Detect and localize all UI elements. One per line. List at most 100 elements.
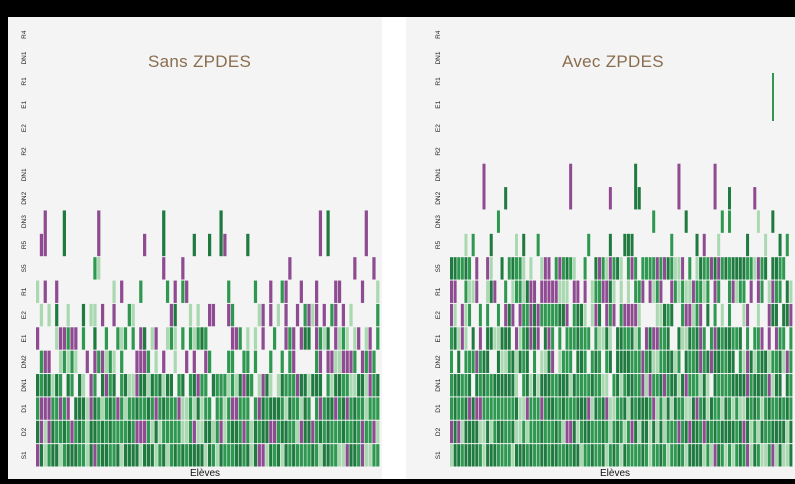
heatmap-cell [450,327,454,350]
heatmap-cell [123,374,128,397]
heatmap-cell [641,444,645,467]
heatmap-cell [764,257,768,280]
heatmap-cell [349,350,353,374]
heatmap-cell [337,397,342,420]
panel-avec-zpdes: S1 D2 D1 DN1 DN2 E1 E2 R1 S5 R5 DN3 DN2 DN1 R2 E2 E1 R1 D… [432,17,795,479]
heatmap-cell [760,327,764,350]
heatmap-cell [514,350,518,374]
y-tick-label: E1 [435,100,442,108]
heatmap-cell [608,350,612,374]
y-tick-label: D1 [435,404,442,413]
heatmap-cell [242,374,246,397]
heatmap-cell [717,350,721,374]
heatmap-cell [496,444,500,467]
heatmap-cell [767,420,771,444]
heatmap-cell [177,444,181,467]
heatmap-cell [789,350,793,374]
heatmap-cell [728,444,732,467]
heatmap-cell [547,257,551,280]
heatmap-cell [450,397,454,420]
heatmap-cell [601,327,605,350]
heatmap-cell [123,420,128,444]
heatmap-cell [655,257,659,280]
heatmap-cell [47,350,51,374]
heatmap-cell [713,303,717,327]
heatmap-cell [43,280,47,303]
heatmap-cell [691,280,695,303]
heatmap-cell [280,420,284,444]
heatmap-cell [670,420,674,444]
heatmap-cell [468,374,472,397]
heatmap-cell [215,420,219,444]
heatmap-cell [204,327,208,350]
heatmap-cell [695,257,699,280]
heatmap-cell [767,303,771,327]
heatmap-cell [74,397,78,420]
heatmap-cell [192,327,196,350]
heatmap-cell [322,444,326,467]
heatmap-cell [551,397,555,420]
heatmap-cell [659,257,663,280]
heatmap-cell [204,444,208,467]
heatmap-cell [269,397,273,420]
heatmap-cell [89,397,93,420]
heatmap-cell [341,374,345,397]
heatmap-cell [540,420,544,444]
heatmap-cell [511,420,515,444]
heatmap-cell [699,397,703,420]
y-tick-label: DN1 [21,51,28,64]
heatmap-spike [143,233,147,257]
heatmap-cell [709,350,713,374]
heatmap-spike [246,233,250,257]
heatmap-cell [364,350,368,374]
heatmap-cell [208,350,212,374]
heatmap-cell [489,327,493,350]
heatmap-cell [368,350,372,374]
heatmap-cell [165,327,170,350]
heatmap-cell [767,327,771,350]
y-tick-label: D2 [435,427,442,436]
heatmap-cell [265,397,269,420]
heatmap-cell [648,327,652,350]
heatmap-spike [569,163,573,210]
heatmap-cell [699,374,703,397]
heatmap-cell [315,444,319,467]
heatmap-cell [688,444,692,467]
heatmap-cell [269,350,273,374]
heatmap-cell [670,303,674,327]
heatmap-cell [782,257,786,280]
heatmap-cell [36,420,40,444]
heatmap-cell [652,374,656,397]
heatmap-spike [504,187,508,210]
heatmap-cell [598,397,602,420]
heatmap-cell [257,420,261,444]
heatmap-cell [311,374,315,397]
heatmap-cell [551,303,555,327]
heatmap-cell [655,420,659,444]
heatmap-cell [565,444,569,467]
heatmap-cell [120,350,124,374]
heatmap-cell [376,280,380,303]
heatmap-cell [558,420,562,444]
y-tick-label: R1 [435,77,442,86]
heatmap-cell [720,444,724,467]
heatmap-cell [569,374,573,397]
heatmap-cell [146,444,151,467]
heatmap-cell [717,397,721,420]
heatmap-cell [292,397,296,420]
heatmap-cell [724,257,728,280]
heatmap-cell [496,420,500,444]
heatmap-cell [576,444,580,467]
heatmap-cell [204,350,208,374]
heatmap-cell [482,374,486,397]
heatmap-cell [464,303,468,327]
heatmap-cell [460,374,464,397]
heatmap-cell [720,420,724,444]
heatmap-cell [648,350,652,374]
heatmap-cell [655,327,659,350]
heatmap-cell [372,420,376,444]
heatmap-cell [626,327,630,350]
heatmap-cell [728,210,732,233]
heatmap-cell [345,444,349,467]
heatmap-cell [587,444,591,467]
